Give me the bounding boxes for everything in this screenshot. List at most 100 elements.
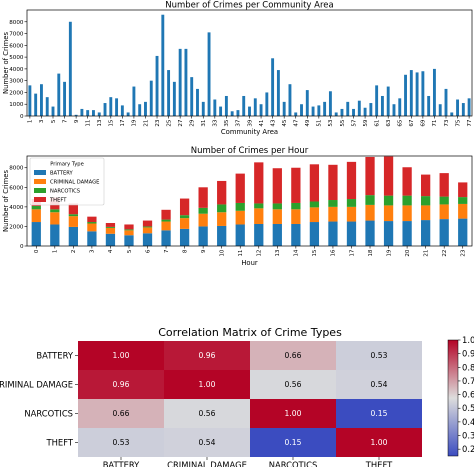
hour-ytick-label: 8000	[9, 166, 24, 172]
area-xtick-label: 67	[409, 119, 415, 127]
area-xtick-label: 61	[374, 119, 380, 127]
area-xtick-label: 27	[178, 119, 184, 127]
bar-area-60	[369, 103, 372, 116]
bar-area-64	[393, 104, 396, 116]
bar-hour-21-criminal-damage	[421, 205, 430, 220]
area-ytick-label: 8000	[9, 20, 24, 26]
bar-area-50	[312, 107, 315, 116]
hour-xtick-label: 20	[405, 249, 411, 257]
legend-label-battery: BATTERY	[50, 171, 73, 177]
bar-hour-8-narcotics	[180, 215, 189, 218]
area-xtick-label: 49	[305, 119, 311, 127]
heatmap-col-label: CRIMINAL DAMAGE	[167, 460, 247, 467]
hour-xtick-label: 19	[386, 249, 392, 257]
area-xtick-label: 45	[282, 119, 288, 127]
y-axis-label: Number of Crimes	[2, 170, 10, 232]
bar-hour-0-narcotics	[32, 206, 41, 209]
bar-area-33	[213, 100, 216, 116]
hour-xtick-label: 3	[90, 249, 96, 253]
bar-hour-8-theft	[180, 199, 189, 216]
bar-hour-9-narcotics	[199, 208, 208, 214]
bar-hour-13-narcotics	[273, 203, 282, 209]
bar-area-46	[289, 84, 292, 116]
bar-area-56	[346, 102, 349, 116]
hour-xtick-label: 15	[312, 249, 318, 257]
heatmap-cell-value: 1.00	[199, 380, 216, 389]
area-xtick-label: 41	[259, 119, 265, 127]
legend-swatch-battery	[34, 170, 46, 175]
bar-hour-4-battery	[106, 234, 115, 246]
area-xtick-label: 21	[143, 119, 149, 127]
area-ytick-label: 7000	[9, 32, 24, 38]
bar-area-71	[433, 69, 436, 116]
hour-xtick-label: 10	[219, 249, 225, 257]
bar-area-65	[398, 98, 401, 116]
bar-area-53	[329, 91, 332, 116]
bar-hour-13-criminal-damage	[273, 209, 282, 224]
area-xtick-label: 9	[74, 119, 80, 123]
bar-hour-21-battery	[421, 220, 430, 246]
colorbar	[448, 340, 458, 456]
bar-hour-12-battery	[254, 224, 263, 246]
heatmap-cell-value: 0.53	[113, 438, 130, 447]
bar-area-44	[277, 70, 280, 116]
bar-hour-9-battery	[199, 226, 208, 246]
bar-area-55	[341, 109, 344, 116]
heatmap-cell-value: 0.53	[371, 351, 388, 360]
bar-area-15	[109, 97, 112, 116]
hour-xtick-label: 4	[108, 249, 114, 253]
bar-hour-18-battery	[365, 221, 374, 246]
bar-area-29	[190, 77, 193, 116]
bar-area-19	[132, 87, 135, 116]
hour-xtick-label: 12	[257, 250, 263, 257]
colorbar-tick-label: 0.6	[462, 390, 474, 400]
area-ytick-label: 2000	[9, 90, 24, 96]
bar-area-59	[364, 108, 367, 116]
area-xtick-label: 73	[444, 119, 450, 127]
hour-xtick-label: 1	[53, 249, 59, 253]
legend-title: Primary Type	[50, 162, 84, 168]
bar-hour-21-theft	[421, 175, 430, 197]
hour-xtick-label: 5	[127, 249, 133, 253]
bar-hour-18-narcotics	[365, 195, 374, 205]
area-xtick-label: 15	[109, 119, 115, 127]
bar-hour-17-criminal-damage	[347, 207, 356, 222]
heatmap-cell-value: 1.00	[285, 409, 302, 418]
area-xtick-label: 51	[317, 119, 323, 127]
bar-hour-4-criminal-damage	[106, 228, 115, 234]
bar-area-21	[144, 102, 147, 116]
bar-hour-14-narcotics	[291, 203, 300, 209]
area-xtick-label: 47	[294, 119, 300, 127]
bar-hour-13-theft	[273, 168, 282, 203]
area-xtick-label: 31	[201, 119, 207, 127]
heatmap-col-label: BATTERY	[103, 460, 140, 467]
area-ytick-label: 4000	[9, 67, 24, 73]
bar-area-34	[219, 107, 222, 116]
bar-hour-11-theft	[236, 174, 245, 203]
legend-swatch-narcotics	[34, 188, 46, 193]
bar-area-57	[352, 109, 355, 116]
colorbar-tick-label: 0.5	[462, 403, 474, 413]
colorbar-tick-label: 0.9	[462, 349, 474, 359]
bar-hour-16-battery	[328, 222, 337, 246]
hour-xtick-label: 2	[71, 250, 77, 254]
area-xtick-label: 37	[236, 119, 242, 127]
y-axis-label: Number of Crimes	[2, 32, 10, 94]
bar-area-31	[202, 102, 205, 116]
hour-xtick-label: 18	[368, 249, 374, 257]
colorbar-tick-label: 0.4	[462, 417, 474, 427]
bar-area-39	[248, 107, 251, 116]
bar-area-54	[335, 112, 338, 116]
bar-area-14	[104, 103, 107, 116]
bar-hour-19-narcotics	[384, 196, 393, 206]
heatmap-cell-value: 0.15	[371, 409, 388, 418]
hour-xtick-label: 6	[145, 249, 151, 253]
bar-hour-15-criminal-damage	[310, 207, 319, 222]
bar-hour-11-narcotics	[236, 203, 245, 211]
bar-area-25	[167, 70, 170, 116]
bar-area-12	[92, 110, 95, 116]
heatmap-cell-value: 1.00	[113, 351, 130, 360]
x-axis-label: Community Area	[221, 128, 278, 136]
bar-hour-16-narcotics	[328, 200, 337, 207]
colorbar-tick-label: 0.8	[462, 362, 474, 372]
